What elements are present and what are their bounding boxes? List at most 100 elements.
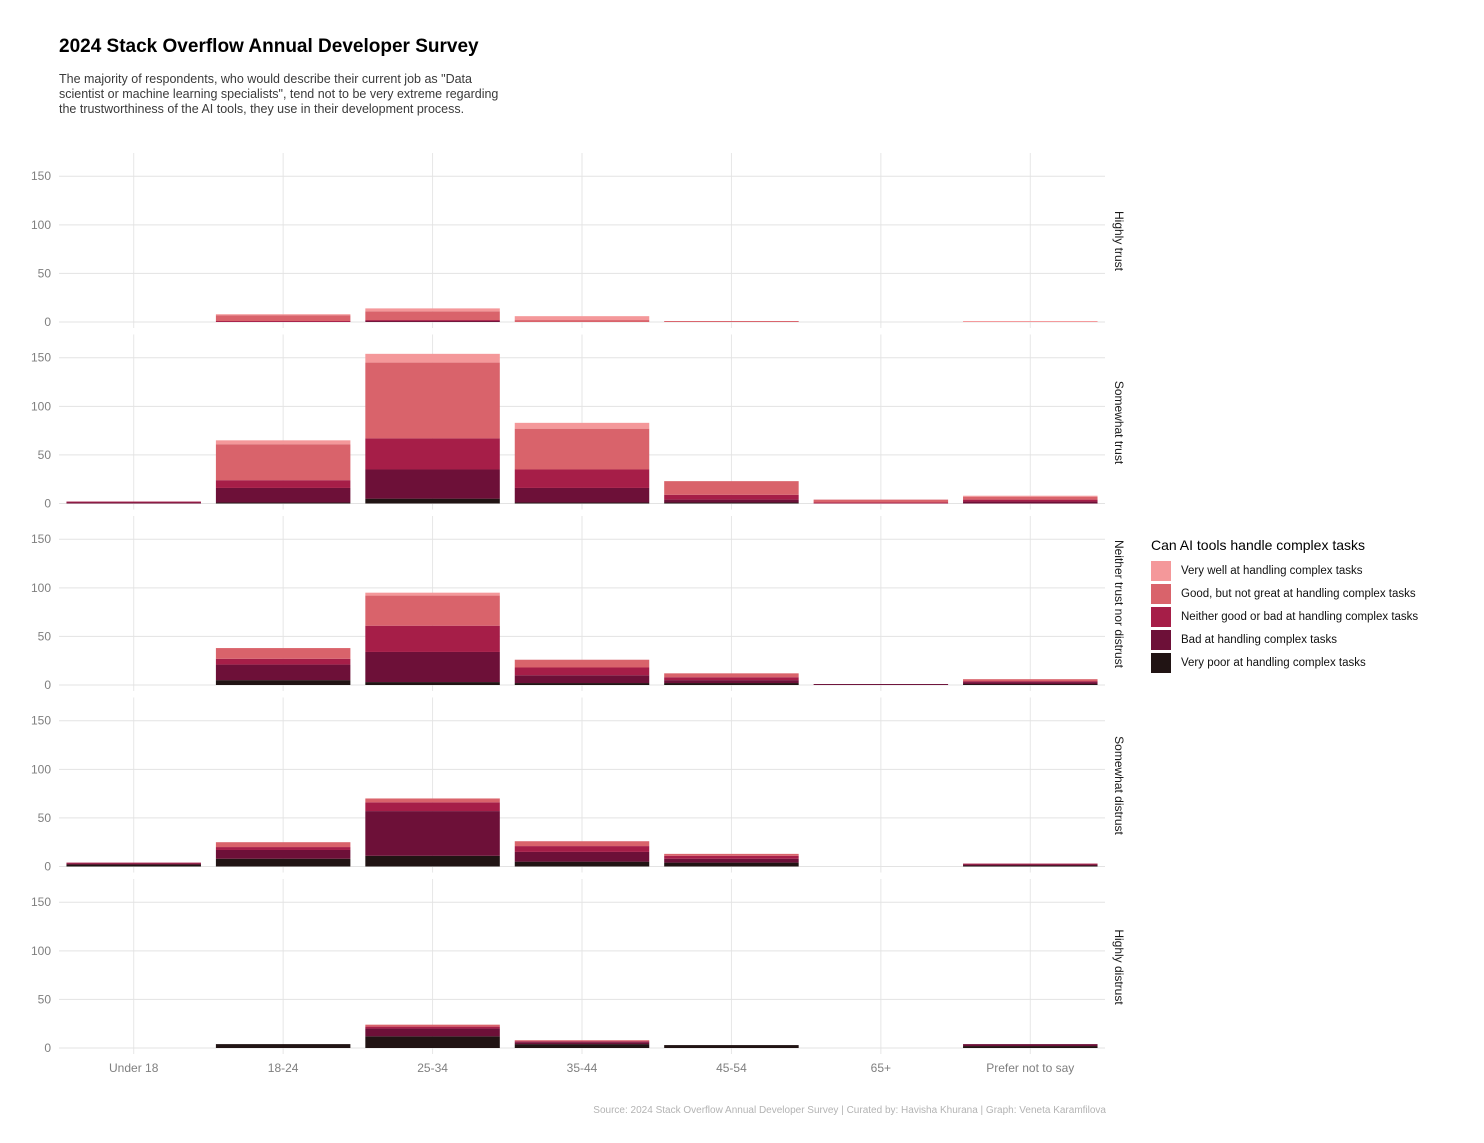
legend-key-good <box>1151 583 1171 604</box>
bar-segment <box>365 1024 500 1027</box>
chart-title: 2024 Stack Overflow Annual Developer Sur… <box>59 36 479 57</box>
bar-segment <box>365 1026 500 1029</box>
bar-segment <box>963 321 1098 322</box>
bar-segment <box>365 438 500 470</box>
bar-segment <box>664 862 799 867</box>
bar-segment <box>813 499 949 503</box>
y-tick-label: 0 <box>44 678 51 692</box>
y-tick-label: 150 <box>31 895 51 909</box>
bar-segment <box>514 422 650 429</box>
y-tick-label: 150 <box>31 169 51 183</box>
bar-segment <box>664 853 799 856</box>
bar-segment <box>365 498 500 504</box>
bar-segment <box>664 481 799 495</box>
facet-strip-label: Somewhat trust <box>1112 381 1126 465</box>
bar-segment <box>963 863 1098 865</box>
x-tick-label: Prefer not to say <box>986 1061 1074 1075</box>
bar-segment <box>514 428 650 470</box>
bar-segment <box>514 316 650 321</box>
bar-segment <box>215 847 351 850</box>
bar-segment <box>664 677 799 681</box>
bar-segment <box>215 480 351 488</box>
y-tick-label: 150 <box>31 351 51 365</box>
bar-segment <box>215 664 351 681</box>
bar-segment <box>365 308 500 312</box>
x-tick-label: 65+ <box>871 1061 891 1075</box>
y-tick-label: 50 <box>38 811 52 825</box>
bar-segment <box>664 858 799 863</box>
bar-segment <box>963 1046 1098 1048</box>
bar-segment <box>963 865 1098 867</box>
x-tick-label: Under 18 <box>109 1061 159 1075</box>
bar-segment <box>365 1036 500 1048</box>
bar-segment <box>365 320 500 322</box>
bar-segment <box>215 502 351 504</box>
y-tick-label: 50 <box>38 629 52 643</box>
bar-segment <box>514 1040 650 1042</box>
y-tick-label: 100 <box>31 944 51 958</box>
bar-segment <box>215 680 351 685</box>
bar-segment <box>365 469 500 499</box>
bar-segment <box>664 502 799 504</box>
bar-segment <box>215 314 351 316</box>
bar-segment <box>664 673 799 678</box>
x-tick-label: 25-34 <box>417 1061 448 1075</box>
chart-subtitle: The majority of respondents, who would d… <box>59 72 499 116</box>
bar-segment <box>365 1028 500 1037</box>
legend-label-bad: Bad at handling complex tasks <box>1181 633 1337 646</box>
bar-segment <box>215 658 351 665</box>
bar-segment <box>66 502 201 504</box>
bar-segment <box>664 499 799 503</box>
y-tick-label: 100 <box>31 762 51 776</box>
bar-segment <box>963 682 1098 685</box>
y-tick-label: 100 <box>31 581 51 595</box>
facet-strip-label: Neither trust nor distrust <box>1112 540 1126 669</box>
bar-segment <box>514 851 650 862</box>
legend-key-neither <box>1151 606 1171 627</box>
bar-segment <box>514 1042 650 1045</box>
bar-segment <box>664 494 799 500</box>
bar-segment <box>514 861 650 867</box>
bar-segment <box>963 496 1098 500</box>
bar-segment <box>365 625 500 652</box>
chart-caption: Source: 2024 Stack Overflow Annual Devel… <box>593 1105 1106 1116</box>
bar-segment <box>215 440 351 445</box>
y-tick-label: 0 <box>44 497 51 511</box>
x-tick-label: 18-24 <box>268 1061 299 1075</box>
bar-segment <box>514 846 650 852</box>
bar-segment <box>664 321 799 322</box>
x-tick-label: 45-54 <box>716 1061 747 1075</box>
bar-segment <box>215 315 351 322</box>
bar-segment <box>514 469 650 488</box>
y-tick-label: 50 <box>38 448 52 462</box>
legend-key-very-well <box>1151 560 1171 581</box>
bar-segment <box>514 841 650 847</box>
legend-label-very-poor: Very poor at handling complex tasks <box>1181 656 1366 669</box>
x-tick-label: 35-44 <box>567 1061 598 1075</box>
bar-segment <box>365 651 500 683</box>
bar-segment <box>813 502 949 504</box>
y-tick-label: 100 <box>31 399 51 413</box>
bar-segment <box>664 680 799 684</box>
legend-label-good: Good, but not great at handling complex … <box>1181 587 1416 600</box>
bar-segment <box>514 502 650 504</box>
facet-strip-label: Highly trust <box>1112 211 1126 272</box>
bar-segment <box>215 849 351 859</box>
bar-segment <box>514 675 650 684</box>
legend-key-very-poor <box>1151 652 1171 673</box>
bar-segment <box>963 495 1098 497</box>
bar-segment <box>215 858 351 867</box>
bar-segment <box>215 1044 351 1048</box>
bar-segment <box>963 681 1098 683</box>
legend-key-bad <box>1151 629 1171 650</box>
bar-segment <box>963 679 1098 682</box>
bar-segment <box>365 362 500 439</box>
y-tick-label: 0 <box>44 860 51 874</box>
bar-segment <box>365 798 500 803</box>
bar-segment <box>514 487 650 503</box>
legend-item-very-poor: Very poor at handling complex tasks <box>1151 651 1418 674</box>
bar-segment <box>215 648 351 659</box>
bar-segment <box>664 855 799 859</box>
bar-segment <box>365 592 500 596</box>
